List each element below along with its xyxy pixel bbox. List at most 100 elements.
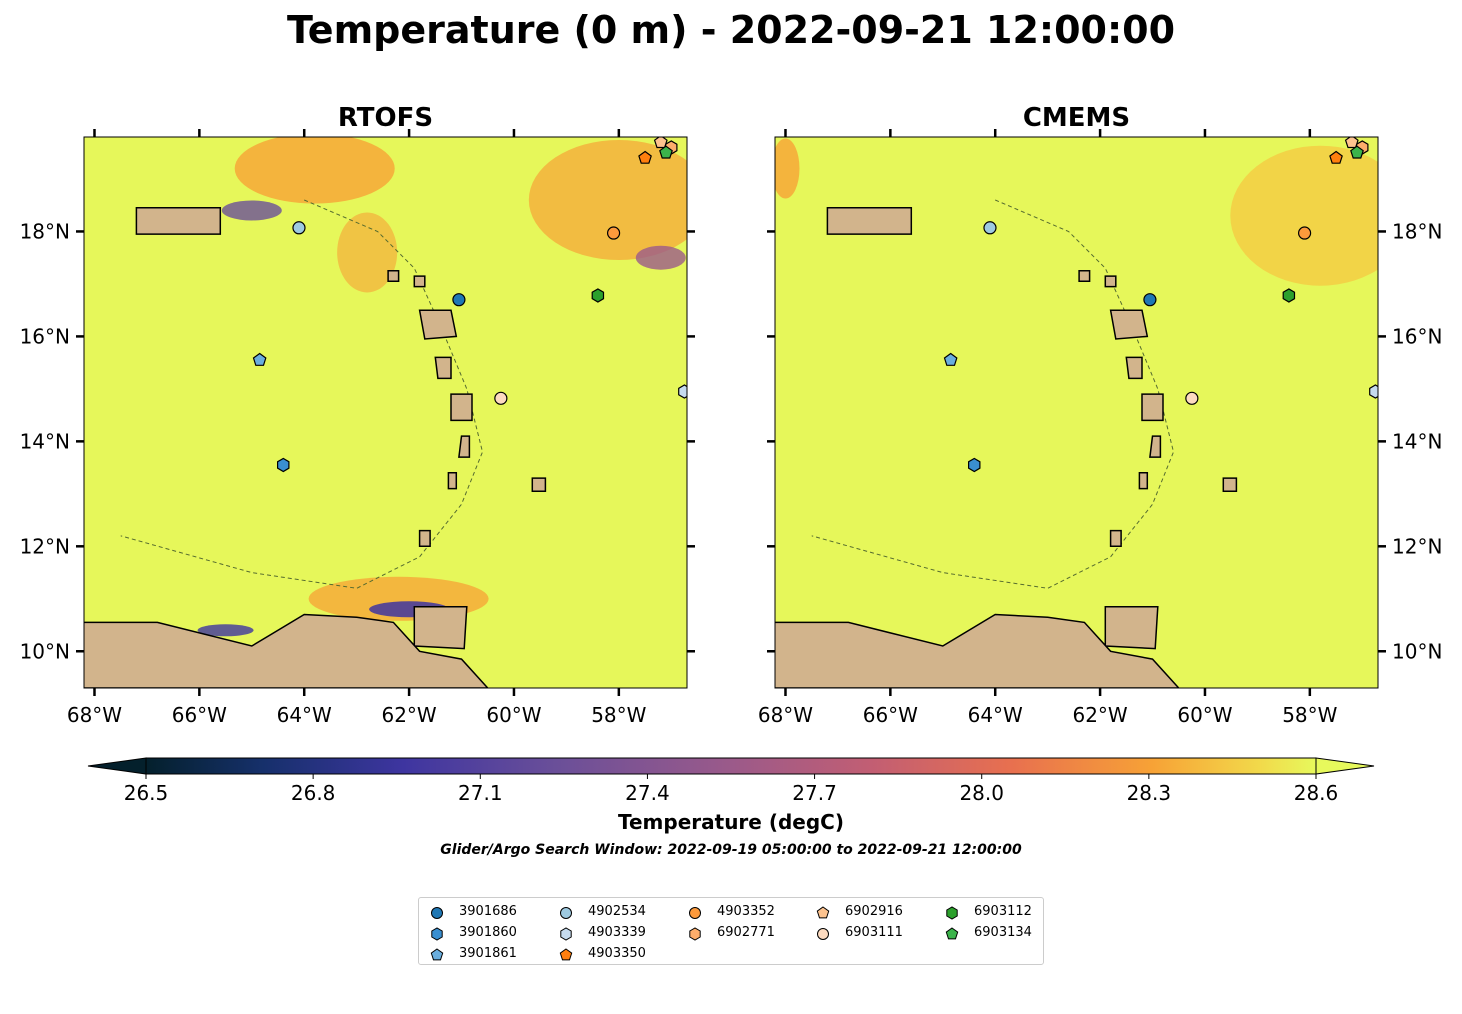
x-tick-label: 62°W [381, 703, 436, 727]
bathymetry-contour [811, 199, 1175, 589]
float-marker-6903134 [1350, 145, 1364, 159]
float-marker-4903350 [638, 150, 652, 164]
float-marker-4903339 [678, 384, 687, 399]
legend-marker-hexagon [560, 927, 572, 941]
legend-marker-pentagon [430, 948, 444, 961]
land-polygon [458, 435, 471, 458]
land-polygon [387, 270, 400, 283]
temperature-anomaly [234, 137, 395, 204]
legend-label: 3901860 [459, 925, 517, 940]
temperature-anomaly [528, 139, 687, 260]
float-marker-4902534 [292, 221, 306, 235]
y-tick-label: 16°N [1392, 324, 1442, 348]
legend-marker-pentagon [816, 906, 830, 919]
legend-marker-circle [689, 907, 701, 919]
float-marker-6902916 [653, 137, 668, 149]
x-tick-label: 60°W [1177, 703, 1232, 727]
float-marker-6903111 [1185, 391, 1199, 405]
panel-title: CMEMS [1023, 103, 1130, 133]
y-tick-label: 16°N [20, 324, 70, 348]
land-polygon [418, 309, 458, 340]
legend-label: 4903350 [588, 946, 646, 961]
colorbar-gradient [145, 757, 1317, 775]
float-marker-3901861 [252, 352, 267, 366]
land-polygon [84, 613, 489, 688]
colorbar-label: Temperature (degC) [618, 810, 844, 834]
float-marker-6903112 [1282, 288, 1296, 303]
legend-label: 4903352 [717, 904, 775, 919]
float-marker-3901686 [452, 293, 466, 307]
legend-label: 3901686 [459, 904, 517, 919]
x-tick-label: 64°W [277, 703, 332, 727]
land-polygon [135, 207, 222, 235]
legend-label: 6902916 [845, 904, 903, 919]
land-polygon [1109, 529, 1122, 548]
y-tick-label: 14°N [1392, 429, 1442, 453]
colorbar-tick-label: 28.3 [1127, 781, 1172, 805]
colorbar-extend-high [1315, 757, 1375, 775]
temperature-anomaly [221, 200, 282, 221]
float-marker-3901686 [1143, 293, 1157, 307]
x-tick-label: 62°W [1072, 703, 1127, 727]
legend-label: 6902771 [717, 925, 775, 940]
map-frame [83, 136, 688, 689]
land-polygon [450, 393, 473, 422]
land-polygon [413, 605, 468, 650]
x-tick-label: 68°W [758, 703, 813, 727]
legend-label: 4903339 [588, 925, 646, 940]
legend-label: 6903134 [974, 925, 1032, 940]
legend-marker-pentagon [945, 927, 959, 940]
y-tick-label: 18°N [20, 219, 70, 243]
legend-marker-circle [560, 907, 572, 919]
land-polygon [1125, 356, 1143, 380]
y-tick-label: 12°N [1392, 534, 1442, 558]
cmems-panel: CMEMS 68°W 66°W 64°W 62°W 60°W 58°W 18°N 16°N 14°… [758, 103, 1443, 727]
legend-marker-pentagon [559, 948, 573, 961]
float-marker-4903352 [606, 226, 621, 240]
y-tick-label: 14°N [20, 429, 70, 453]
land-polygon [418, 529, 431, 548]
panel-title: RTOFS [338, 103, 433, 133]
land-polygon [1078, 270, 1091, 283]
x-tick-label: 64°W [968, 703, 1023, 727]
legend-marker-circle [431, 907, 443, 919]
x-tick-label: 58°W [591, 703, 646, 727]
float-marker-4903339 [1369, 384, 1378, 399]
temperature-anomaly [337, 212, 398, 293]
land-polygon [1104, 605, 1159, 650]
land-polygon [531, 477, 547, 492]
colorbar-tick-label: 26.5 [124, 781, 169, 805]
temperature-anomaly [1230, 145, 1378, 286]
bathymetry-contour [120, 199, 484, 589]
x-tick-label: 58°W [1282, 703, 1337, 727]
legend-marker-circle [817, 928, 829, 940]
legend: 3901686 3901860 3901861 4902534 4903339 49033… [418, 897, 1044, 965]
y-tick-label: 10°N [20, 639, 70, 663]
colorbar-tick-label: 27.1 [458, 781, 503, 805]
land-polygon [1138, 472, 1149, 490]
y-tick-label: 18°N [1392, 219, 1442, 243]
land-polygon [434, 356, 452, 380]
float-marker-6903111 [494, 391, 508, 405]
colorbar-tick-label: 27.4 [625, 781, 670, 805]
colorbar-tick-label: 28.6 [1294, 781, 1339, 805]
y-tick-label: 12°N [20, 534, 70, 558]
x-tick-label: 60°W [486, 703, 541, 727]
float-marker-4903352 [1297, 226, 1312, 240]
temperature-anomaly [197, 624, 254, 637]
legend-label: 3901861 [459, 946, 517, 961]
float-marker-3901860 [277, 457, 290, 473]
figure-title: Temperature (0 m) - 2022-09-21 12:00:00 [287, 8, 1175, 52]
legend-marker-hexagon [946, 906, 958, 920]
map-content [84, 137, 687, 688]
temperature-anomaly [775, 138, 800, 199]
temperature-anomaly [635, 245, 686, 270]
float-marker-6903112 [591, 288, 605, 303]
legend-marker-hexagon [431, 927, 443, 941]
float-marker-6902916 [1344, 137, 1359, 149]
legend-marker-hexagon [689, 927, 701, 941]
colorbar-tick-label: 27.7 [792, 781, 837, 805]
float-marker-6903134 [659, 145, 673, 159]
map-frame [774, 136, 1379, 689]
